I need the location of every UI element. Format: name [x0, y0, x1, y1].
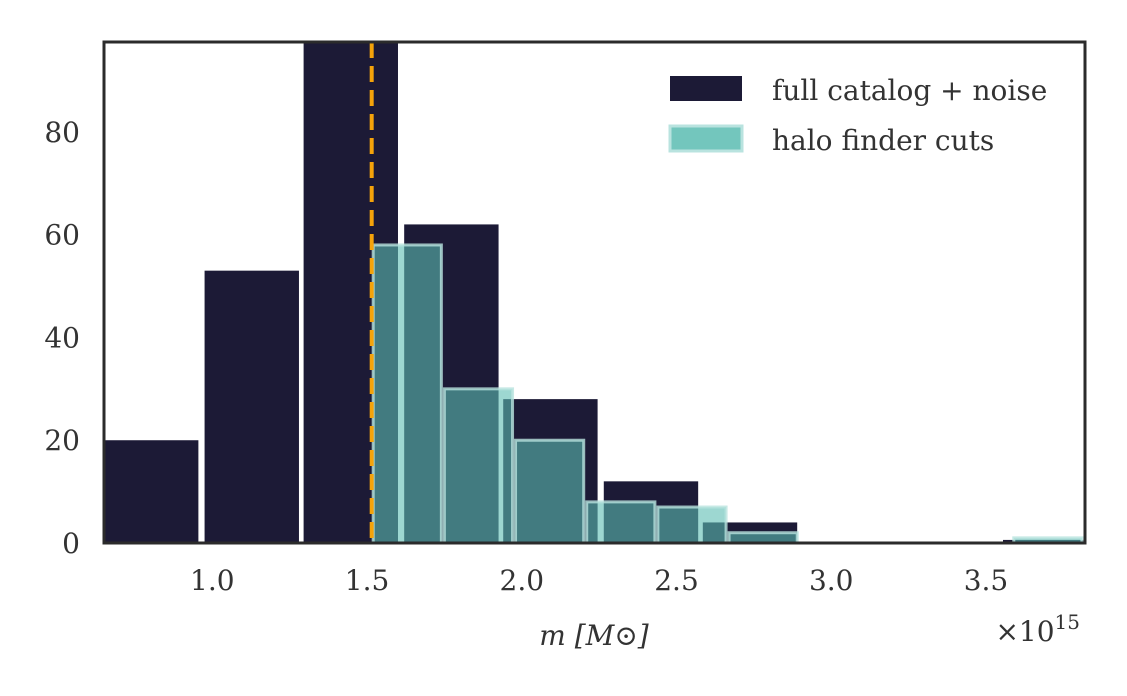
- x-tick-label: 2.0: [500, 564, 545, 597]
- y-tick-label: 20: [44, 424, 80, 457]
- legend-label-full-catalog: full catalog + noise: [772, 74, 1047, 107]
- x-tick-label: 3.0: [809, 564, 854, 597]
- x-tick-label: 2.5: [654, 564, 699, 597]
- bar-halo-finder: [514, 438, 586, 545]
- bar-halo-finder: [585, 500, 657, 545]
- x-axis-scale-base: ×10: [995, 615, 1054, 648]
- bar-full-catalog: [204, 270, 299, 543]
- legend-label-halo-finder: halo finder cuts: [772, 124, 994, 157]
- y-tick-label: 0: [62, 527, 80, 560]
- legend-swatch-full-catalog: [670, 76, 742, 101]
- x-axis-scale-multiplier: ×1015: [995, 610, 1080, 648]
- x-tick-label: 1.5: [345, 564, 390, 597]
- x-axis-ticks: 1.0 1.5 2.0 2.5 3.0 3.5: [190, 564, 1008, 597]
- bar-halo-finder: [371, 243, 443, 545]
- bar-halo-finder: [727, 531, 799, 545]
- x-tick-label: 1.0: [190, 564, 235, 597]
- bar-halo-finder: [442, 387, 515, 545]
- plot-frame: [102, 40, 1087, 545]
- y-axis-ticks: 0 20 40 60 80: [44, 116, 80, 560]
- y-tick-label: 80: [44, 116, 80, 149]
- y-tick-label: 60: [44, 219, 80, 252]
- x-axis-label: m [M⊙]: [539, 619, 649, 652]
- bar-halo-finder: [656, 505, 728, 545]
- x-tick-label: 3.5: [964, 564, 1009, 597]
- y-tick-label: 40: [44, 321, 80, 354]
- legend: full catalog + noise halo finder cuts: [668, 74, 1047, 157]
- bar-full-catalog: [104, 440, 199, 543]
- plot-area: [102, 40, 1087, 545]
- full-catalog-bars: [104, 42, 1085, 543]
- legend-swatch-halo-finder: [668, 124, 744, 153]
- x-axis-scale-exponent: 15: [1055, 610, 1080, 634]
